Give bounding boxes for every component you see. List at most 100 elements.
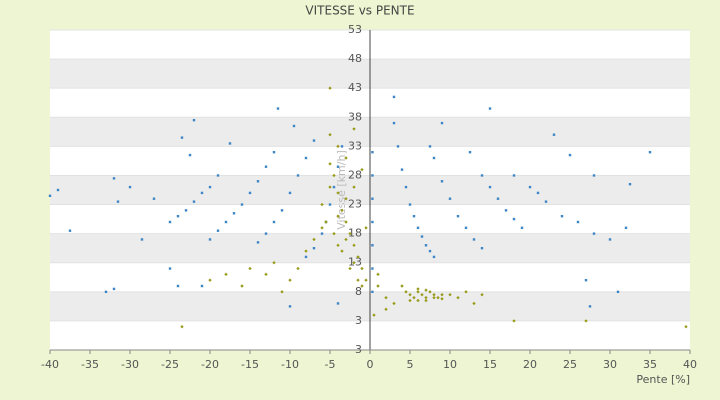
data-point: [371, 290, 374, 294]
data-point: [371, 244, 374, 247]
data-point: [208, 278, 212, 282]
data-point: [320, 232, 324, 235]
data-point: [428, 249, 432, 253]
x-tick-label: 25: [563, 358, 577, 371]
data-point: [304, 255, 308, 259]
data-point: [264, 232, 268, 235]
y-tick-label: 38: [348, 110, 362, 123]
data-point: [392, 121, 396, 125]
data-point: [648, 150, 652, 154]
data-point: [512, 319, 516, 323]
data-point: [392, 95, 396, 99]
data-point: [200, 284, 204, 288]
data-point: [48, 194, 52, 198]
y-tick-label: 18: [348, 227, 362, 240]
x-tick-label: 20: [523, 358, 537, 371]
data-point: [616, 290, 620, 294]
data-point: [520, 226, 524, 230]
x-tick-label: 35: [643, 358, 657, 371]
data-point: [168, 220, 172, 224]
y-tick-label: 8: [355, 285, 362, 298]
x-tick-label: 15: [483, 358, 497, 371]
data-point: [328, 86, 332, 90]
data-point: [512, 174, 516, 177]
data-point: [356, 255, 360, 259]
data-point: [336, 165, 340, 168]
x-tick-label: -40: [41, 358, 59, 371]
data-point: [404, 185, 408, 189]
data-point: [176, 284, 180, 288]
data-point: [448, 197, 452, 200]
data-point: [288, 191, 292, 195]
data-point: [628, 182, 632, 186]
y-axis-title: Vitesse [km/h]: [335, 150, 348, 230]
data-point: [428, 145, 432, 148]
data-point: [116, 200, 120, 203]
data-point: [200, 191, 204, 195]
data-point: [232, 212, 236, 215]
x-tick-label: -20: [201, 358, 219, 371]
data-point: [340, 145, 344, 148]
data-point: [456, 214, 460, 218]
data-point: [304, 156, 308, 160]
data-point: [312, 139, 316, 142]
data-point: [371, 197, 374, 200]
x-tick-label: 5: [407, 358, 414, 371]
data-point: [536, 191, 540, 195]
x-tick-label: -10: [281, 358, 299, 371]
data-point: [224, 220, 228, 224]
data-point: [396, 145, 400, 148]
data-point: [192, 200, 196, 203]
data-point: [371, 174, 374, 177]
data-point: [280, 209, 284, 212]
data-point: [552, 133, 556, 136]
y-tick-label: 28: [348, 168, 362, 181]
data-point: [560, 214, 564, 218]
data-point: [608, 238, 612, 241]
data-point: [328, 203, 332, 206]
data-point: [248, 266, 252, 271]
data-point: [188, 153, 192, 157]
x-tick-label: -15: [241, 358, 259, 371]
data-point: [512, 217, 516, 221]
data-point: [480, 246, 484, 250]
data-point: [176, 214, 180, 218]
data-point: [296, 174, 300, 177]
data-point: [412, 214, 416, 218]
data-point: [152, 197, 156, 200]
data-point: [464, 226, 468, 230]
x-tick-label: -5: [325, 358, 336, 371]
data-point: [472, 238, 476, 241]
data-point: [408, 203, 412, 206]
data-point: [112, 287, 116, 291]
x-tick-label: 40: [683, 358, 697, 371]
data-point: [336, 302, 340, 305]
data-point: [248, 191, 252, 195]
data-point: [240, 203, 244, 206]
data-point: [332, 185, 336, 189]
x-tick-label: 0: [367, 358, 374, 371]
y-tick-label: 53: [348, 23, 362, 36]
data-point: [272, 220, 276, 224]
x-tick-label: -25: [161, 358, 179, 371]
data-point: [68, 229, 72, 232]
x-tick-label: 10: [443, 358, 457, 371]
data-point: [468, 150, 472, 154]
y-tick-label: 3: [355, 314, 362, 327]
data-point: [272, 150, 276, 154]
data-point: [208, 238, 212, 241]
data-point: [528, 185, 532, 189]
data-point: [496, 197, 500, 200]
data-point: [480, 174, 484, 177]
data-point: [440, 180, 444, 183]
data-point: [568, 153, 572, 157]
data-point: [584, 278, 588, 282]
data-point: [588, 305, 592, 308]
data-point: [416, 226, 420, 230]
data-point: [584, 319, 588, 323]
data-point: [276, 107, 280, 110]
data-point: [128, 185, 132, 189]
data-point: [488, 185, 492, 189]
data-point: [292, 124, 296, 128]
